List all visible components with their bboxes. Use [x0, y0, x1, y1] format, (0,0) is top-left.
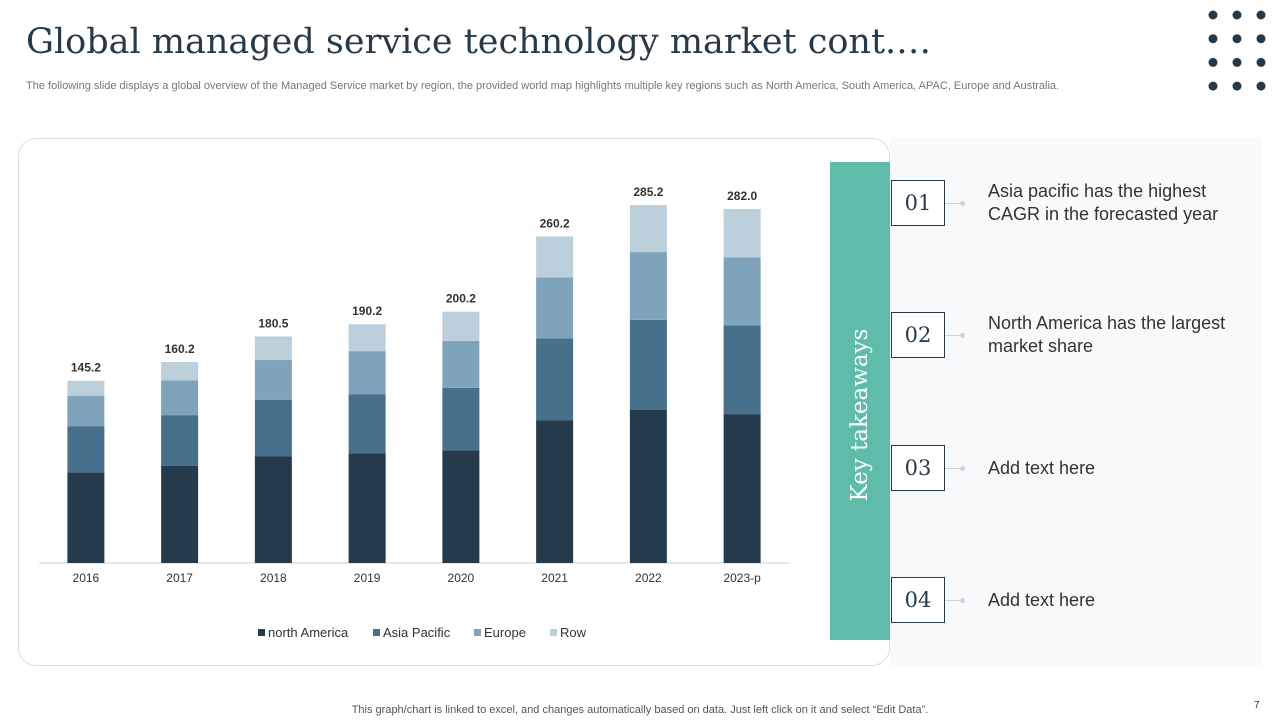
total-label: 260.2 [540, 216, 570, 230]
bar-segment [536, 236, 574, 278]
x-tick-label: 2023-p [723, 571, 761, 585]
x-tick-label: 2021 [541, 571, 568, 585]
total-label: 282.0 [727, 189, 757, 203]
bar-segment [723, 325, 761, 415]
bar-segment [629, 319, 667, 410]
bar-segment [348, 453, 386, 563]
bar-segment [536, 338, 574, 421]
bar-segment [723, 257, 761, 326]
legend-label: Europe [484, 625, 526, 640]
connector-dot [960, 333, 965, 338]
bar-segment [442, 450, 480, 563]
decor-dot [1232, 81, 1242, 91]
decor-dot [1232, 10, 1242, 20]
x-tick-label: 2019 [354, 571, 381, 585]
connector [945, 335, 965, 336]
total-label: 145.2 [71, 361, 101, 375]
decor-dot [1208, 81, 1218, 91]
bar-segment [629, 205, 667, 253]
takeaway-number: 04 [891, 577, 945, 623]
takeaway-number: 02 [891, 312, 945, 358]
decor-dot [1256, 57, 1266, 67]
connector [945, 600, 965, 601]
legend-marker [258, 629, 265, 636]
decor-dot [1256, 34, 1266, 44]
legend-marker [550, 629, 557, 636]
bar-segment [67, 395, 105, 427]
bar-segment [67, 472, 105, 563]
connector-dot [960, 466, 965, 471]
decor-dot [1208, 10, 1218, 20]
page-number: 7 [1254, 700, 1260, 711]
bar-segment [161, 465, 199, 563]
bar-segment [629, 409, 667, 563]
decor-dot [1232, 57, 1242, 67]
bar-segment [723, 414, 761, 563]
bar-segment [67, 380, 105, 396]
bar-segment [536, 277, 574, 339]
bar-segment [348, 324, 386, 352]
bar-segment [161, 415, 199, 466]
decor-dot [1208, 57, 1218, 67]
bar-segment [629, 252, 667, 320]
bar-segment [67, 426, 105, 473]
slide-subtitle: The following slide displays a global ov… [26, 80, 1060, 92]
bar-segment [161, 361, 199, 381]
legend-marker [373, 629, 380, 636]
total-label: 190.2 [352, 304, 382, 318]
takeaway-text: North America has the largest market sha… [988, 313, 1226, 356]
connector-dot [960, 598, 965, 603]
slide-title: Global managed service technology market… [26, 22, 932, 62]
legend-label: Row [560, 625, 587, 640]
bar-segment [254, 336, 292, 361]
x-tick-label: 2020 [448, 571, 475, 585]
legend-label: north America [268, 625, 349, 640]
takeaway-text: Add text here [988, 458, 1096, 478]
connector [945, 468, 965, 469]
decor-dot [1232, 34, 1242, 44]
bar-segment [442, 387, 480, 451]
connector-dot [960, 201, 965, 206]
total-label: 180.5 [258, 316, 288, 330]
bar-segment [536, 420, 574, 563]
total-label: 160.2 [165, 342, 195, 356]
x-tick-label: 2018 [260, 571, 287, 585]
x-tick-label: 2022 [635, 571, 662, 585]
bar-segment [442, 340, 480, 388]
takeaway-text: Add text here [988, 590, 1096, 610]
bar-segment [254, 399, 292, 457]
bar-segment [161, 380, 199, 416]
footer-note: This graph/chart is linked to excel, and… [351, 704, 929, 716]
total-label: 200.2 [446, 292, 476, 306]
takeaway-panel [890, 138, 1262, 666]
legend-label: Asia Pacific [383, 625, 451, 640]
decor-dot [1256, 10, 1266, 20]
bar-segment [348, 351, 386, 395]
x-tick-label: 2016 [73, 571, 100, 585]
bar-segment [254, 360, 292, 400]
takeaway-heading: Key takeaways [847, 328, 873, 502]
bar-segment [348, 394, 386, 454]
x-tick-label: 2017 [166, 571, 193, 585]
bar-segment [442, 311, 480, 341]
takeaway-number: 03 [891, 445, 945, 491]
takeaway-banner [830, 162, 890, 640]
bar-segment [254, 456, 292, 563]
legend-marker [474, 629, 481, 636]
connector [945, 203, 965, 204]
decor-dot [1256, 81, 1266, 91]
takeaway-text: Asia pacific has the highest CAGR in the… [988, 181, 1219, 224]
decor-dot [1208, 34, 1218, 44]
total-label: 285.2 [633, 185, 663, 199]
takeaway-number: 01 [891, 180, 945, 226]
bar-segment [723, 209, 761, 258]
